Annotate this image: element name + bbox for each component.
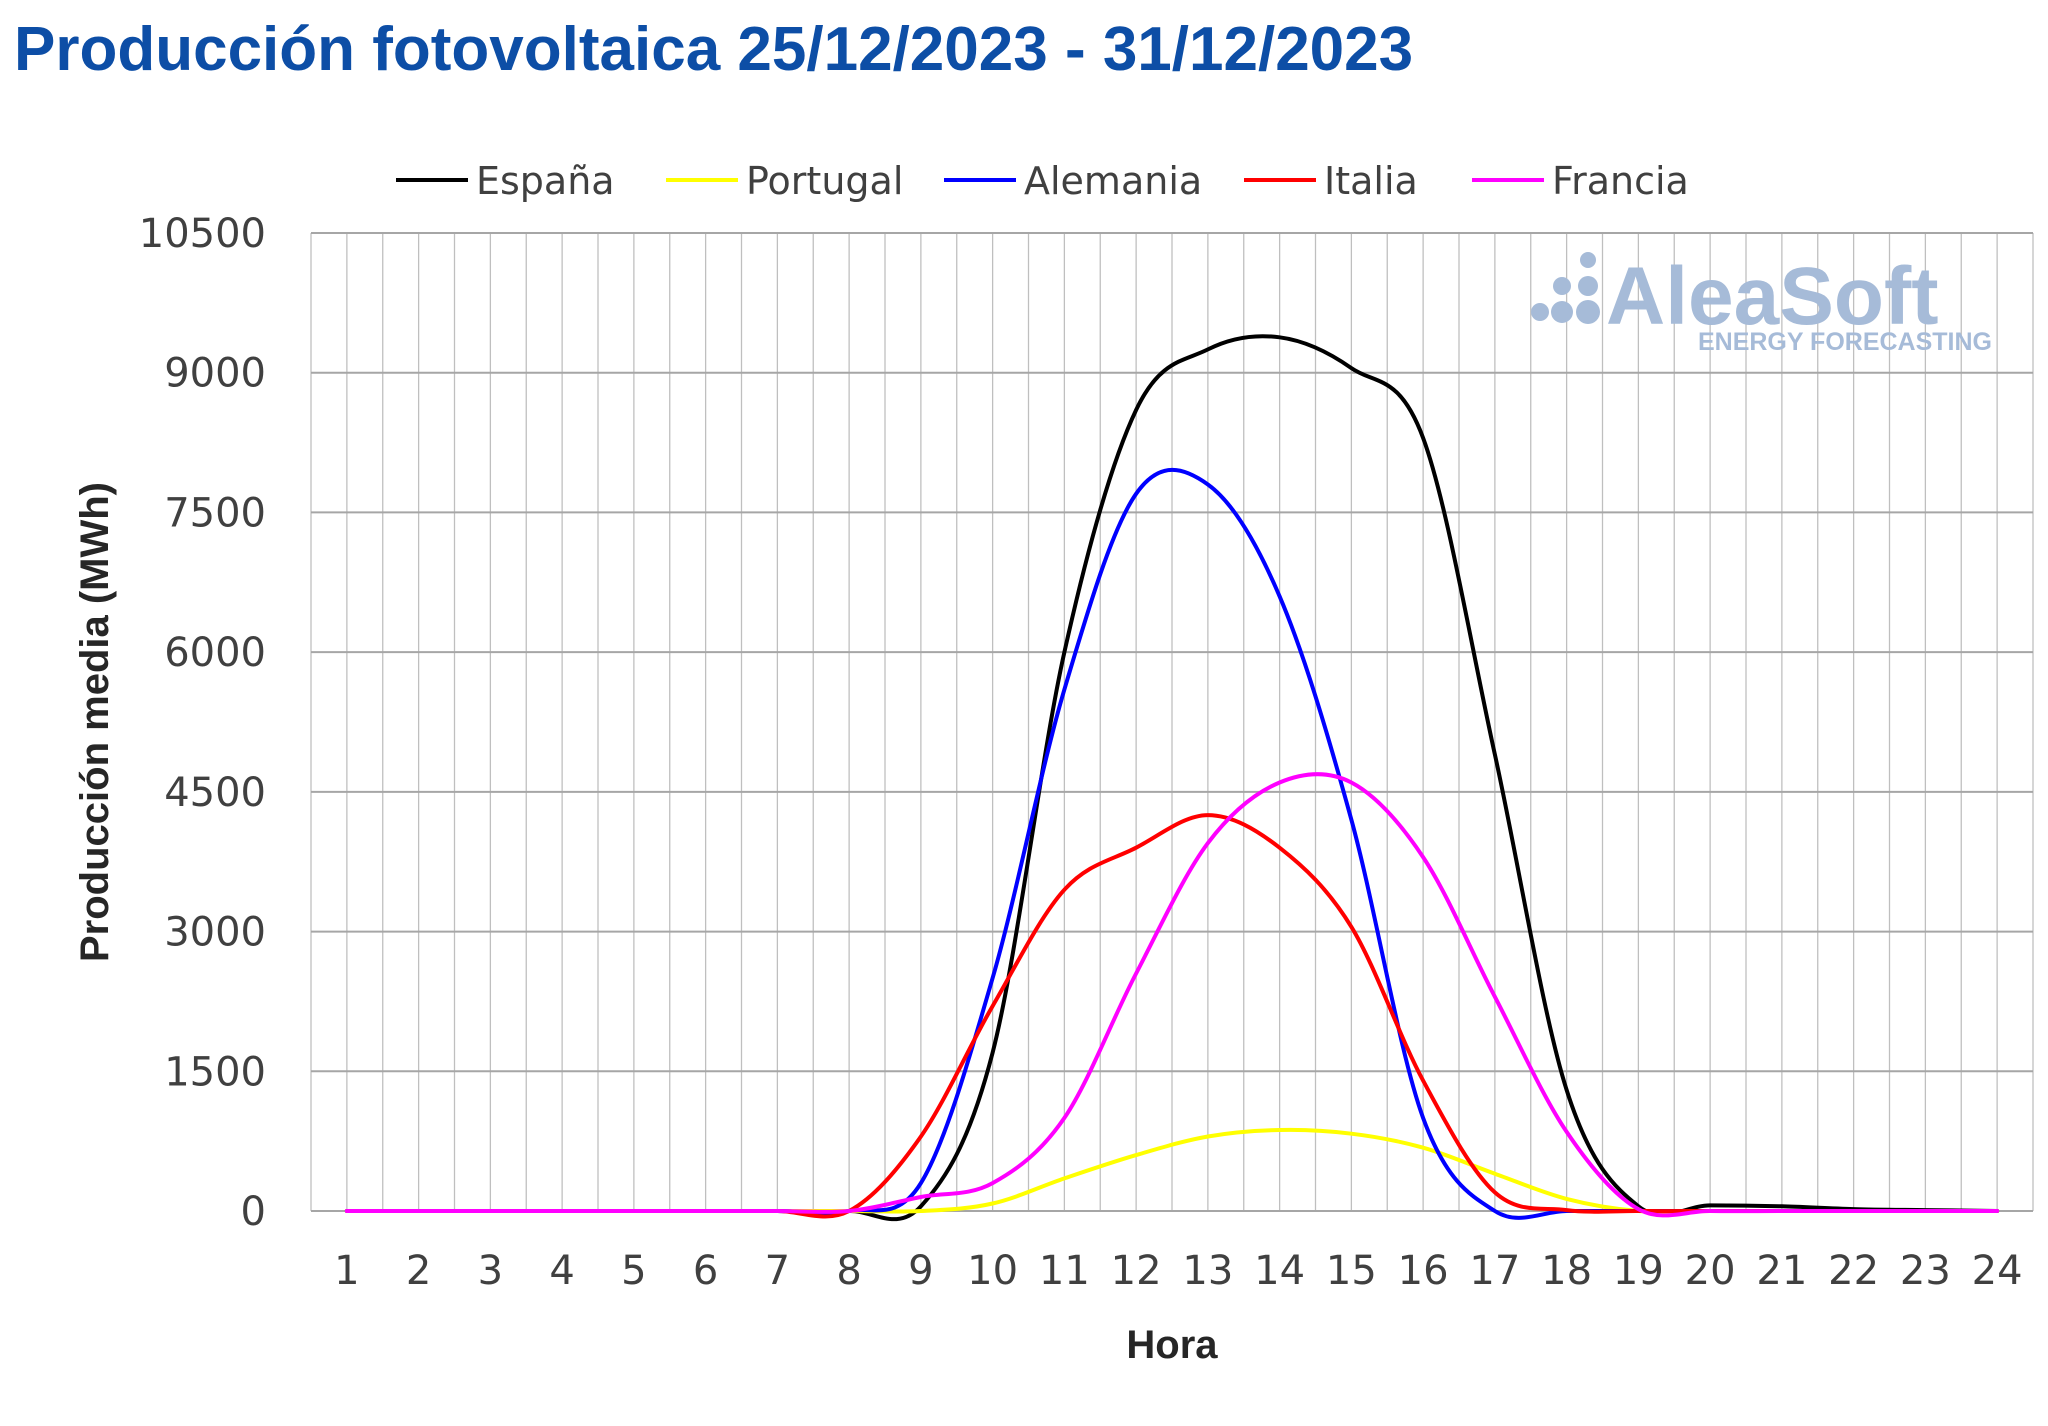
y-tick-label: 1500 (164, 1049, 266, 1095)
series-lines (344, 334, 2000, 1222)
x-tick-label: 12 (1111, 1248, 1162, 1294)
x-tick-label: 10 (967, 1248, 1018, 1294)
legend: España Portugal Alemania Italia Francia (396, 159, 1689, 203)
x-tick-label: 8 (836, 1248, 861, 1294)
y-tick-label: 0 (241, 1189, 266, 1235)
legend-label: Portugal (746, 159, 903, 203)
y-tick-label: 9000 (164, 351, 266, 397)
x-tick-label: 21 (1756, 1248, 1807, 1294)
legend-item: Francia (1472, 159, 1689, 203)
x-tick-label: 24 (1972, 1248, 2023, 1294)
x-tick-label: 9 (908, 1248, 933, 1294)
legend-label: Alemania (1024, 159, 1202, 203)
x-tick-label: 4 (549, 1248, 574, 1294)
aleasoft-logo-dots-icon (1531, 252, 1600, 324)
y-tick-label: 6000 (164, 630, 266, 676)
x-tick-label: 1 (334, 1248, 359, 1294)
x-tick-label: 15 (1326, 1248, 1377, 1294)
watermark-brand: AleaSoft (1606, 251, 1939, 342)
x-tick-label: 5 (621, 1248, 646, 1294)
chart-title: Producción fotovoltaica 25/12/2023 - 31/… (14, 15, 1414, 84)
x-tick-label: 11 (1039, 1248, 1090, 1294)
aleasoft-watermark: AleaSoft ENERGY FORECASTING (1531, 251, 1992, 356)
x-tick-label: 23 (1900, 1248, 1951, 1294)
legend-label: España (476, 159, 615, 203)
x-tick-label: 13 (1182, 1248, 1233, 1294)
legend-label: Francia (1552, 159, 1689, 203)
legend-item: Italia (1244, 159, 1418, 203)
y-axis-title: Producción media (MWh) (73, 482, 117, 962)
x-tick-label: 3 (478, 1248, 503, 1294)
legend-item: Alemania (944, 159, 1202, 203)
y-tick-label: 7500 (164, 490, 266, 536)
x-tick-label: 19 (1613, 1248, 1664, 1294)
x-tick-label: 20 (1685, 1248, 1736, 1294)
y-tick-label: 10500 (139, 211, 266, 257)
y-axis-ticks: 0 1500 3000 4500 6000 7500 9000 10500 (139, 211, 266, 1235)
x-tick-label: 17 (1469, 1248, 1520, 1294)
legend-item: España (396, 159, 615, 203)
x-tick-label: 22 (1828, 1248, 1879, 1294)
y-tick-label: 4500 (164, 770, 266, 816)
grid (310, 232, 2034, 1212)
y-tick-label: 3000 (164, 910, 266, 956)
x-tick-label: 6 (693, 1248, 718, 1294)
watermark-tagline: ENERGY FORECASTING (1698, 328, 1992, 356)
x-tick-label: 16 (1398, 1248, 1449, 1294)
legend-label: Italia (1324, 159, 1418, 203)
x-tick-label: 7 (765, 1248, 790, 1294)
x-axis-title: Hora (1126, 1323, 1218, 1367)
legend-item: Portugal (666, 159, 903, 203)
x-axis-ticks: 1 2 3 4 5 6 7 8 9 10 11 12 13 14 15 16 17 18 19 20 21 22 23 24 (334, 1248, 2022, 1294)
x-tick-label: 18 (1541, 1248, 1592, 1294)
series-line (344, 772, 2000, 1218)
x-tick-label: 14 (1254, 1248, 1305, 1294)
x-tick-label: 2 (406, 1248, 431, 1294)
